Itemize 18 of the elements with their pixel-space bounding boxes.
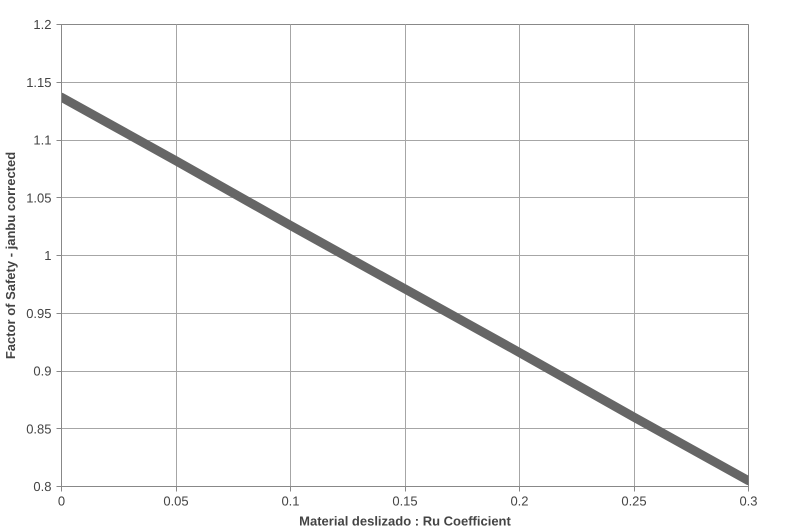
y-tick-label: 1.1 (33, 132, 52, 148)
y-axis-title: Factor of Safety - janbu corrected (3, 152, 18, 360)
y-tick-label: 1.15 (26, 74, 52, 90)
x-axis-title: Material deslizado : Ru Coefficient (299, 514, 512, 528)
x-tick-label: 0.2 (510, 494, 529, 508)
x-tick-label: 0.3 (739, 494, 758, 508)
y-tick-label: 0.85 (26, 421, 52, 436)
x-tick-label: 0.1 (281, 494, 300, 508)
x-tick-label: 0.25 (621, 494, 647, 508)
y-tick-label: 0.9 (33, 364, 52, 378)
y-tick-label: 1.05 (26, 190, 52, 206)
y-tick-label: 1.2 (33, 17, 52, 32)
y-tick-label: 0.95 (26, 306, 52, 321)
x-tick-label: 0 (58, 494, 66, 508)
x-tick-label: 0.05 (163, 494, 189, 508)
y-tick-label: 0.8 (33, 479, 52, 494)
y-tick-label: 1 (44, 248, 52, 263)
x-tick-label: 0.15 (392, 494, 418, 508)
